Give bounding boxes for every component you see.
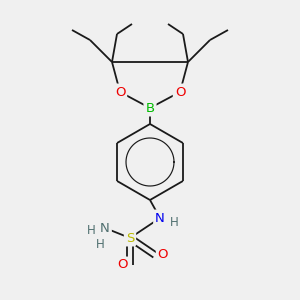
Text: O: O bbox=[175, 85, 185, 98]
Text: N: N bbox=[100, 221, 110, 235]
Text: S: S bbox=[126, 232, 134, 244]
Text: H: H bbox=[96, 238, 104, 250]
Text: O: O bbox=[115, 85, 125, 98]
Text: O: O bbox=[117, 259, 127, 272]
Text: N: N bbox=[155, 212, 165, 224]
Text: B: B bbox=[146, 101, 154, 115]
Text: H: H bbox=[87, 224, 95, 236]
Text: H: H bbox=[169, 215, 178, 229]
Text: O: O bbox=[158, 248, 168, 262]
